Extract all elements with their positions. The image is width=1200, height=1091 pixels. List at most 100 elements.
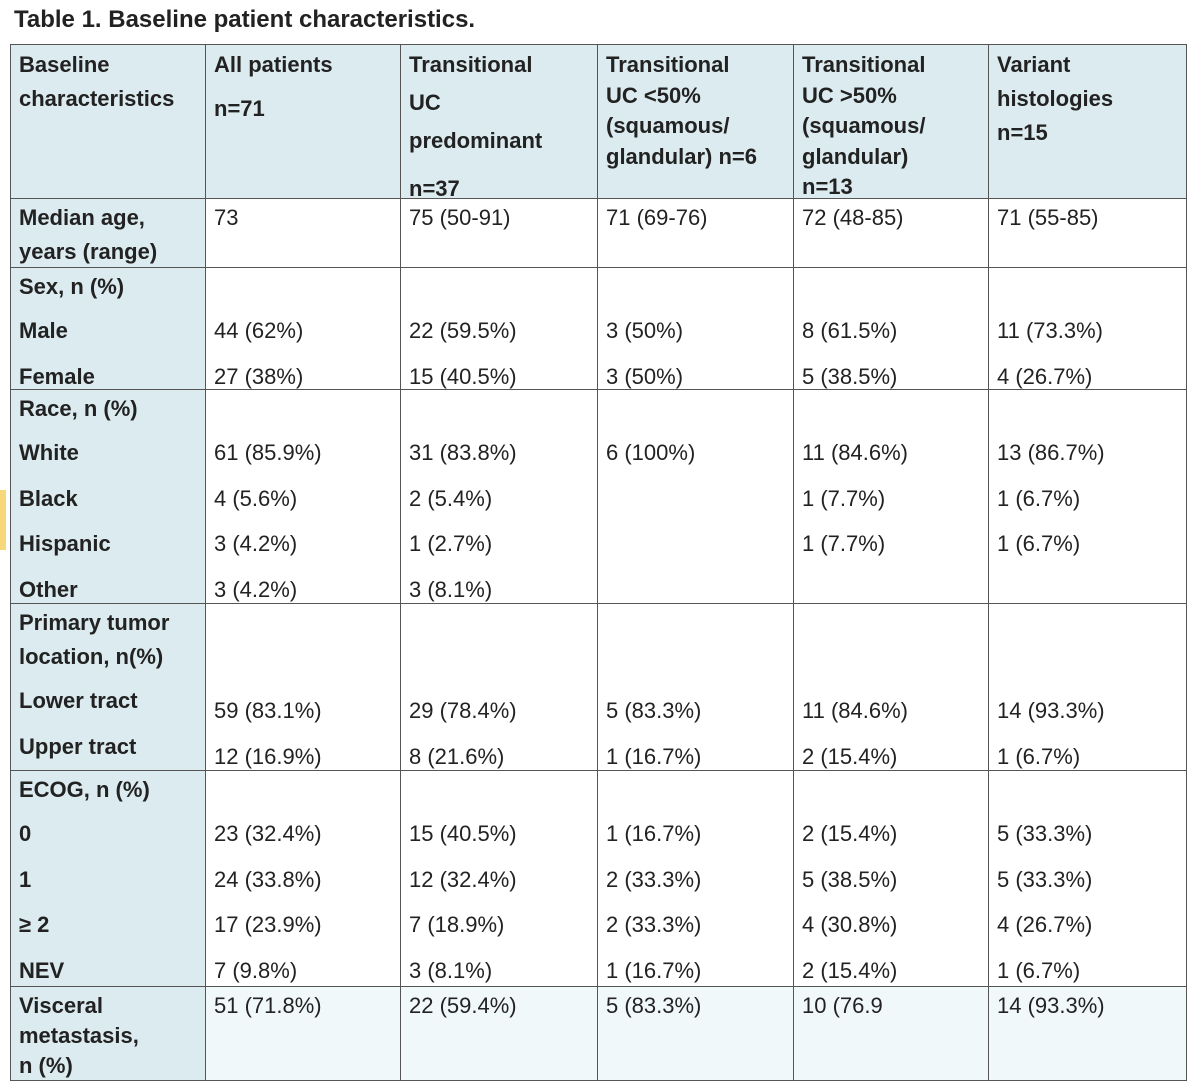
cell-value: 1 (2.7%) bbox=[409, 531, 493, 556]
cell-value: 1 (16.7%) bbox=[606, 743, 702, 769]
header-text: Transitional bbox=[802, 52, 926, 77]
cell-value: 1 (7.7%) bbox=[802, 531, 886, 556]
table-title: Table 1. Baseline patient characteristic… bbox=[14, 6, 476, 33]
header-cell bbox=[793, 44, 989, 199]
cell-value: 2 (33.3%) bbox=[606, 912, 702, 937]
cell-value: 1 (16.7%) bbox=[606, 821, 702, 846]
row-label: Other bbox=[19, 576, 78, 602]
cell-value: 23 (32.4%) bbox=[214, 821, 322, 846]
row-label: NEV bbox=[19, 957, 65, 983]
row-heading: Visceral bbox=[19, 993, 104, 1018]
cell-value: 2 (15.4%) bbox=[802, 957, 898, 983]
body-cell bbox=[10, 770, 206, 987]
header-text: histologies bbox=[997, 86, 1114, 111]
header-text: characteristics bbox=[19, 86, 175, 111]
header-cell bbox=[10, 44, 206, 199]
row-heading: metastasis, bbox=[19, 1023, 139, 1048]
cell-value: 71 (55-85) bbox=[997, 205, 1099, 230]
cell-value: 22 (59.5%) bbox=[409, 318, 517, 343]
cell-value: 51 (71.8%) bbox=[214, 993, 322, 1018]
cell-value: 12 (32.4%) bbox=[409, 866, 517, 892]
cell-value: 31 (83.8%) bbox=[409, 440, 517, 465]
header-text: Variant bbox=[997, 52, 1071, 77]
cell-value: 7 (9.8%) bbox=[214, 957, 298, 983]
cell-value: 4 (5.6%) bbox=[214, 485, 298, 511]
row-label: Hispanic bbox=[19, 531, 111, 556]
header-cell bbox=[205, 44, 401, 199]
body-cell bbox=[10, 198, 206, 268]
header-text: All patients bbox=[214, 52, 333, 77]
body-cell bbox=[10, 986, 206, 1081]
cell-value: 1 (6.7%) bbox=[997, 743, 1081, 769]
row-label: ≥ 2 bbox=[19, 912, 50, 937]
header-text: predominant bbox=[409, 128, 543, 153]
row-heading: Median age, bbox=[19, 205, 145, 230]
highlight-mark bbox=[0, 490, 6, 550]
header-text: (squamous/ bbox=[802, 113, 926, 138]
cell-value: 2 (15.4%) bbox=[802, 821, 898, 846]
row-label: Upper tract bbox=[19, 733, 137, 759]
header-text: n=37 bbox=[409, 176, 460, 201]
body-cell bbox=[988, 986, 1187, 1081]
cell-value: 11 (84.6%) bbox=[802, 440, 908, 465]
cell-value: 59 (83.1%) bbox=[214, 698, 322, 723]
header-text: glandular) n=6 bbox=[606, 143, 757, 169]
cell-value: 2 (15.4%) bbox=[802, 743, 898, 769]
cell-value: 75 (50-91) bbox=[409, 205, 511, 230]
row-heading: ECOG, n (%) bbox=[19, 777, 150, 802]
cell-value: 14 (93.3%) bbox=[997, 993, 1105, 1018]
cell-value: 5 (83.3%) bbox=[606, 993, 702, 1018]
cell-value: 27 (38%) bbox=[214, 363, 304, 389]
row-label: White bbox=[19, 440, 79, 465]
cell-value: 2 (5.4%) bbox=[409, 485, 493, 511]
header-text: n=71 bbox=[214, 96, 265, 121]
cell-value: 5 (33.3%) bbox=[997, 821, 1093, 846]
cell-value: 4 (30.8%) bbox=[802, 912, 898, 937]
header-text: UC bbox=[409, 90, 441, 115]
cell-value: 10 (76.9 bbox=[802, 993, 883, 1018]
cell-value: 5 (38.5%) bbox=[802, 363, 898, 389]
cell-value: 24 (33.8%) bbox=[214, 866, 322, 892]
cell-value: 17 (23.9%) bbox=[214, 912, 322, 937]
cell-value: 13 (86.7%) bbox=[997, 440, 1105, 465]
cell-value: 4 (26.7%) bbox=[997, 363, 1093, 389]
cell-value: 1 (6.7%) bbox=[997, 957, 1081, 983]
header-text: Baseline bbox=[19, 52, 110, 77]
cell-value: 14 (93.3%) bbox=[997, 698, 1105, 723]
cell-value: 3 (8.1%) bbox=[409, 576, 493, 602]
header-text: n=15 bbox=[997, 120, 1048, 145]
cell-value: 1 (6.7%) bbox=[997, 485, 1081, 511]
cell-value: 61 (85.9%) bbox=[214, 440, 322, 465]
row-heading: n (%) bbox=[19, 1053, 73, 1078]
cell-value: 29 (78.4%) bbox=[409, 698, 517, 723]
cell-value: 7 (18.9%) bbox=[409, 912, 505, 937]
header-text: UC <50% bbox=[606, 82, 701, 108]
header-text: (squamous/ bbox=[606, 113, 730, 138]
cell-value: 15 (40.5%) bbox=[409, 363, 517, 389]
cell-value: 73 bbox=[214, 205, 239, 230]
cell-value: 11 (73.3%) bbox=[997, 318, 1103, 343]
cell-value: 5 (33.3%) bbox=[997, 866, 1093, 892]
cell-value: 1 (16.7%) bbox=[606, 957, 702, 983]
header-cell bbox=[597, 44, 794, 199]
row-label: Female bbox=[19, 363, 95, 389]
cell-value: 12 (16.9%) bbox=[214, 743, 322, 769]
cell-value: 2 (33.3%) bbox=[606, 866, 702, 892]
row-heading: Primary tumor bbox=[19, 610, 170, 635]
row-heading: location, n(%) bbox=[19, 644, 164, 669]
cell-value: 8 (21.6%) bbox=[409, 743, 505, 769]
cell-value: 1 (6.7%) bbox=[997, 531, 1081, 556]
row-heading: years (range) bbox=[19, 239, 158, 264]
cell-value: 6 (100%) bbox=[606, 440, 696, 465]
body-cell bbox=[597, 389, 794, 604]
body-cell bbox=[10, 603, 206, 771]
row-label: Male bbox=[19, 318, 68, 343]
cell-value: 3 (50%) bbox=[606, 363, 684, 389]
body-cell bbox=[10, 389, 206, 604]
row-label: Lower tract bbox=[19, 688, 138, 713]
cell-value: 3 (4.2%) bbox=[214, 531, 298, 556]
cell-value: 15 (40.5%) bbox=[409, 821, 517, 846]
header-text: Transitional bbox=[606, 52, 730, 77]
cell-value: 44 (62%) bbox=[214, 318, 304, 343]
